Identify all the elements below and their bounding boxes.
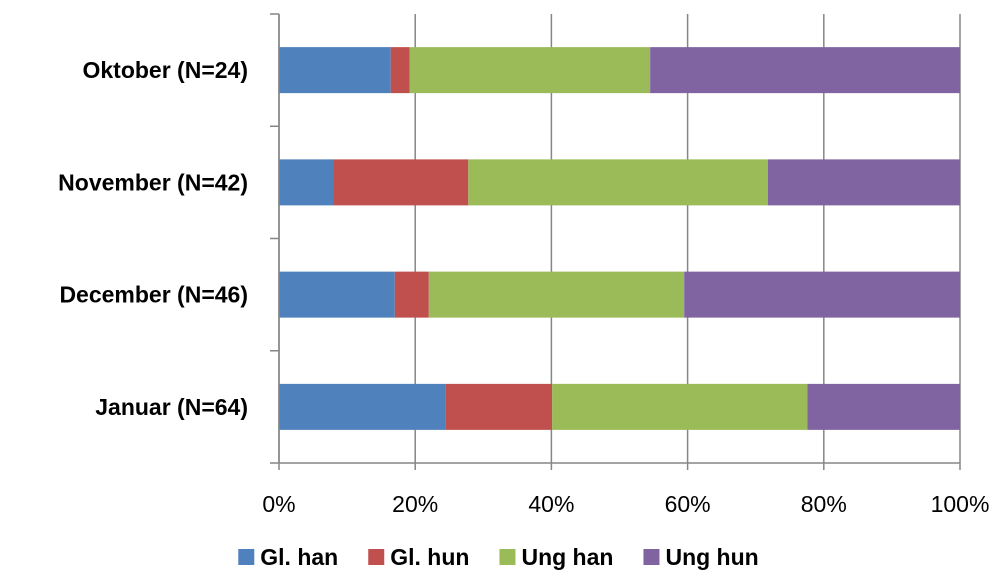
bar-segment-gl-hun	[333, 159, 469, 206]
category-label: Oktober (N=24)	[82, 57, 248, 83]
bar-segment-ung-hun	[807, 383, 960, 430]
axes	[270, 13, 961, 470]
bar-segment-gl-hun	[390, 47, 410, 94]
category-labels: Januar (N=64) December (N=46) November (N=…	[58, 57, 248, 420]
legend-label: Gl. han	[260, 544, 338, 570]
bar-segment-ung-han	[428, 271, 685, 318]
bar-segment-ung-han	[468, 159, 768, 206]
bar-segment-ung-hun	[767, 159, 960, 206]
x-tick-label: 100%	[931, 491, 990, 517]
x-tick-label: 0%	[262, 491, 295, 517]
bar-segment-gl-han	[279, 383, 446, 430]
x-tick-label: 80%	[801, 491, 847, 517]
bar-segment-gl-han	[279, 159, 334, 206]
category-label: Januar (N=64)	[95, 394, 248, 420]
bars	[279, 47, 960, 430]
x-tick-label: 40%	[528, 491, 574, 517]
bar-segment-ung-han	[409, 47, 651, 94]
bar-segment-gl-han	[279, 271, 395, 318]
bar-segment-gl-hun	[445, 383, 553, 430]
legend-swatch	[368, 549, 385, 565]
category-label: November (N=42)	[58, 169, 248, 195]
x-tick-labels: 0% 20% 40% 60% 80% 100%	[262, 491, 989, 517]
bar-segment-gl-han	[279, 47, 391, 94]
legend-swatch	[643, 549, 660, 565]
x-tick-label: 20%	[392, 491, 438, 517]
x-tick-label: 60%	[665, 491, 711, 517]
bar-segment-ung-han	[552, 383, 808, 430]
bar-segment-gl-hun	[394, 271, 429, 318]
legend-swatch	[238, 549, 255, 565]
legend-label: Ung han	[521, 544, 613, 570]
bar-segment-ung-hun	[684, 271, 960, 318]
legend-swatch	[499, 549, 516, 565]
bar-segment-ung-hun	[650, 47, 960, 94]
category-label: December (N=46)	[59, 282, 248, 308]
legend-label: Ung hun	[665, 544, 758, 570]
legend-label: Gl. hun	[390, 544, 469, 570]
legend: Gl. han Gl. hun Ung han Ung hun	[238, 544, 759, 570]
